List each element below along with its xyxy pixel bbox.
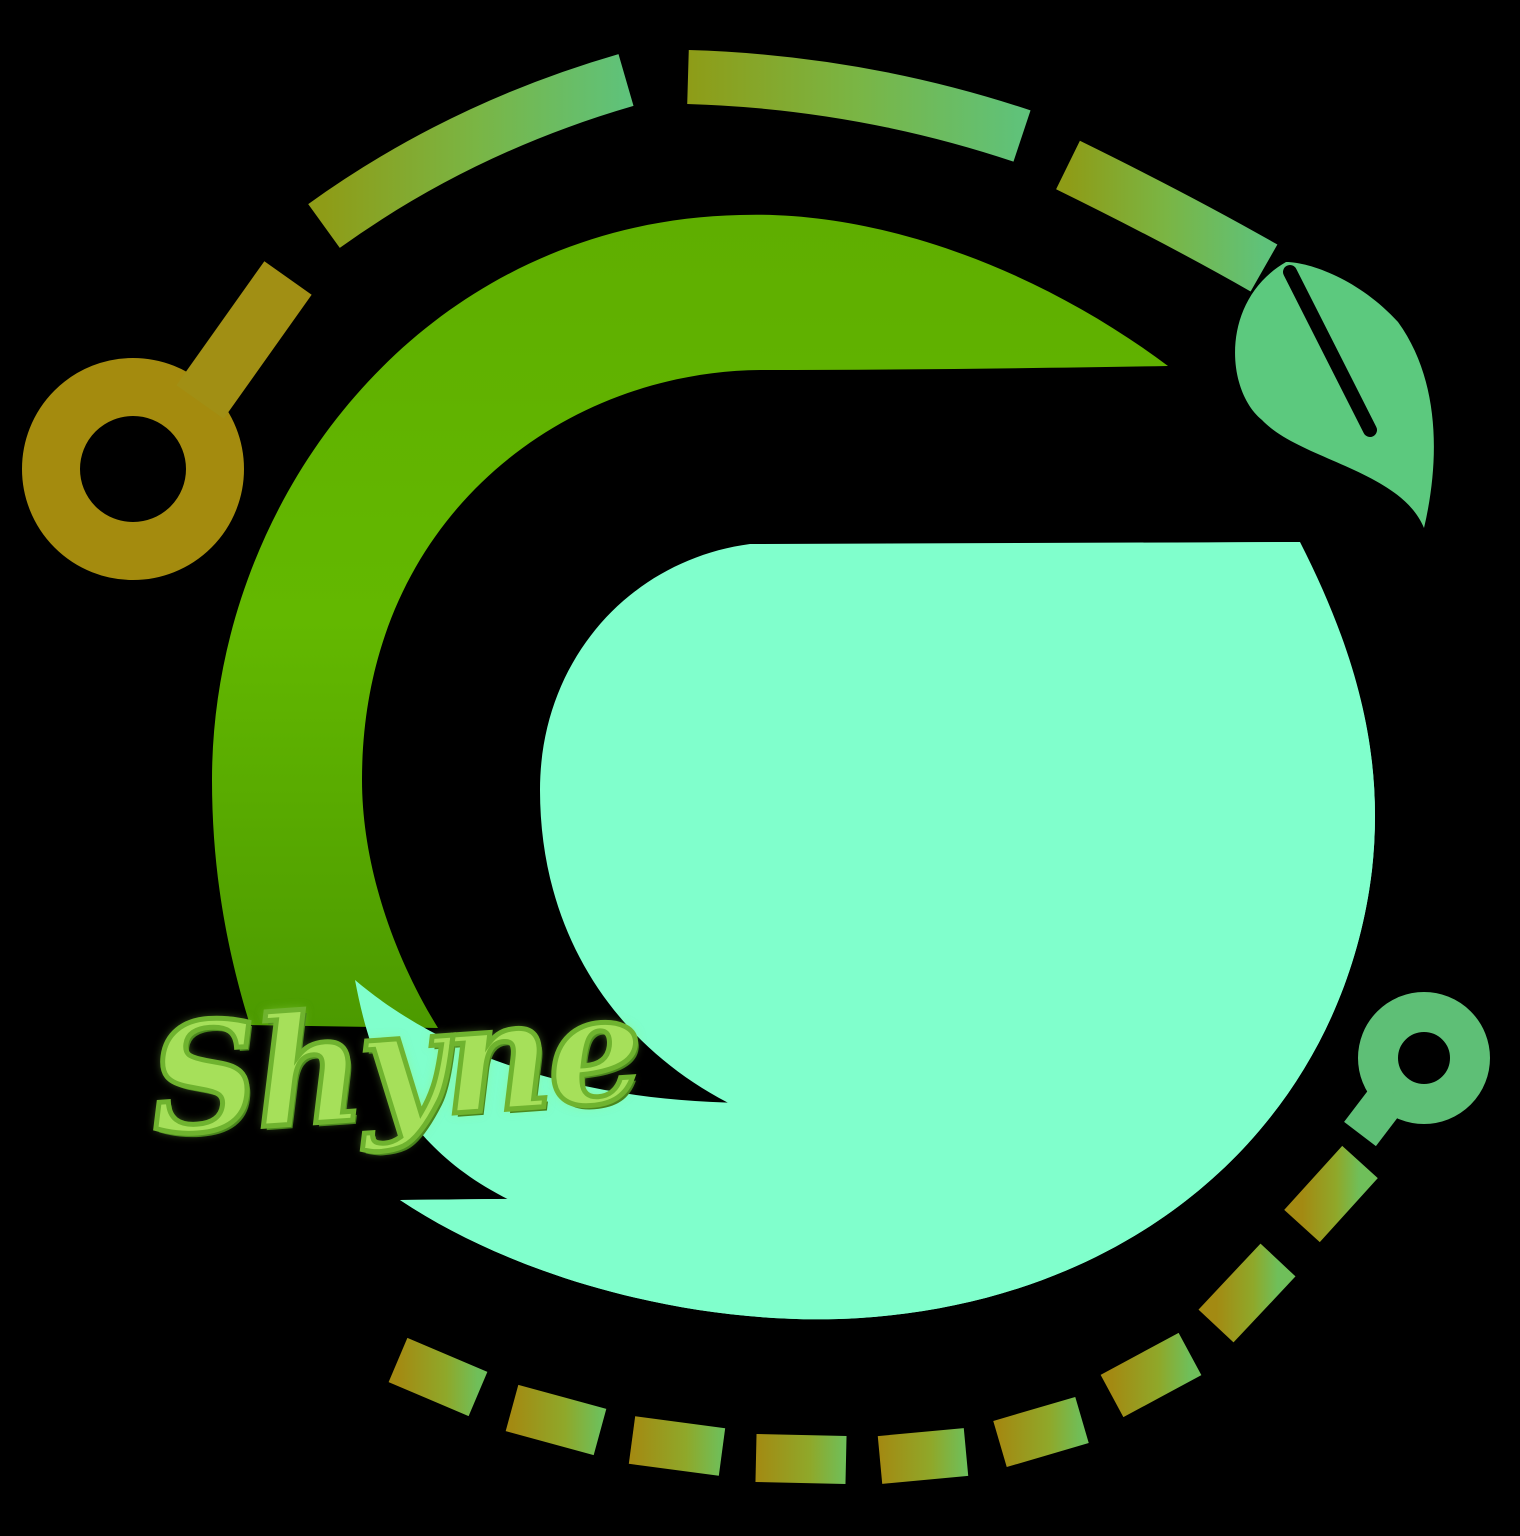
arc-dash [1198,1243,1296,1343]
arc-dash [1056,140,1278,292]
arc-dash [993,1396,1089,1468]
arc-dash [1284,1145,1378,1243]
pin-node-icon [1344,992,1490,1147]
arc-dash [755,1434,847,1484]
leaf-icon [1235,262,1434,528]
wordmark: Shyne [142,958,647,1173]
bottom-dashed-arc [388,1145,1378,1484]
top-dashed-arc [308,50,1278,292]
arc-dash [628,1416,726,1476]
arc-dash [687,50,1031,162]
arc-dash [308,54,634,248]
arc-dash [877,1428,969,1484]
arc-dash [505,1384,607,1456]
key-node-icon [22,261,312,580]
inner-g-body [400,542,1375,1320]
arc-dash [1100,1332,1202,1418]
outer-g-shape [212,214,1168,1029]
arc-dash [388,1337,488,1417]
